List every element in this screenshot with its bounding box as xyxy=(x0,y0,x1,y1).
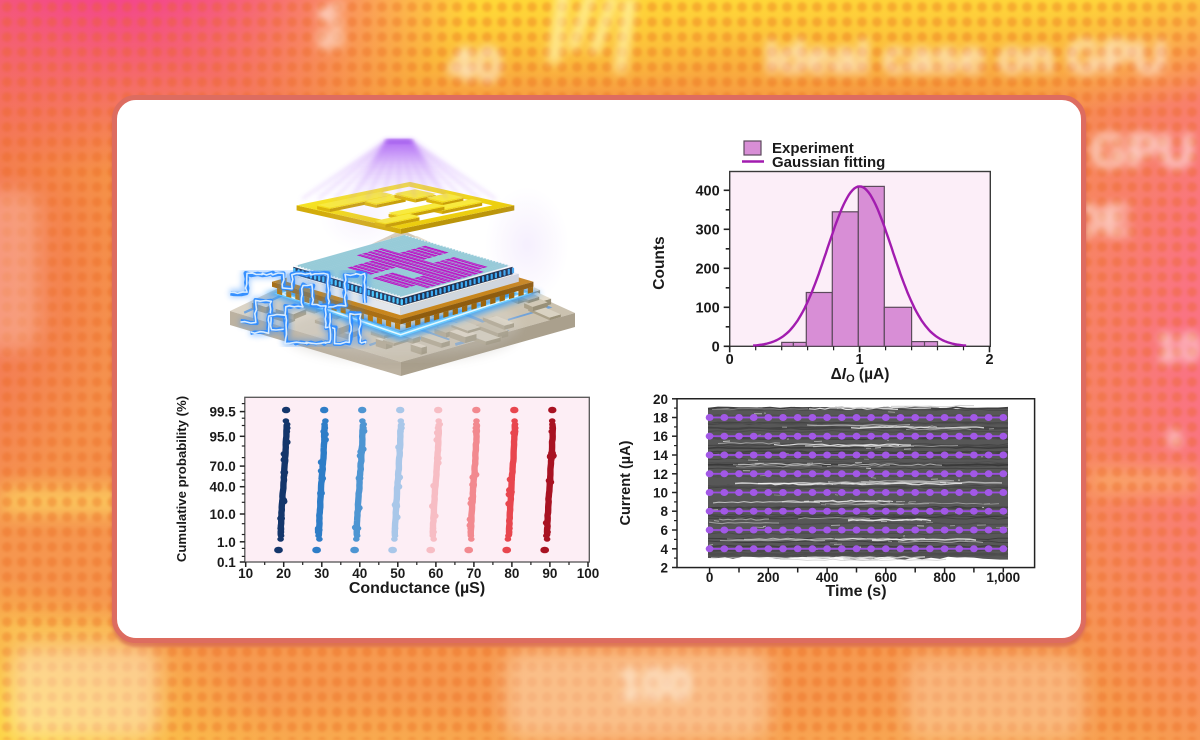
svg-text:0.1: 0.1 xyxy=(217,555,236,570)
svg-text:Gaussian fitting: Gaussian fitting xyxy=(772,154,885,171)
svg-text:Experiment: Experiment xyxy=(772,140,854,157)
svg-text:Counts: Counts xyxy=(651,236,668,289)
svg-text:20: 20 xyxy=(653,392,668,407)
svg-text:40.0: 40.0 xyxy=(210,480,236,495)
svg-text:14: 14 xyxy=(653,448,669,463)
svg-text:Current (µA): Current (µA) xyxy=(618,440,634,525)
svg-text:10.0: 10.0 xyxy=(210,507,236,522)
svg-text:Conductance (µS): Conductance (µS) xyxy=(349,580,485,597)
svg-text:10: 10 xyxy=(653,486,668,501)
svg-text:12: 12 xyxy=(653,467,668,482)
svg-text:300: 300 xyxy=(695,222,719,238)
svg-text:4: 4 xyxy=(660,542,668,557)
svg-text:800: 800 xyxy=(933,570,956,585)
svg-text:2: 2 xyxy=(660,561,668,576)
svg-text:0: 0 xyxy=(726,352,734,368)
svg-text:95.0: 95.0 xyxy=(210,429,236,444)
svg-text:200: 200 xyxy=(757,570,780,585)
svg-text:80: 80 xyxy=(504,566,519,581)
svg-text:1.0: 1.0 xyxy=(217,535,236,550)
svg-text:0: 0 xyxy=(706,570,714,585)
svg-text:70: 70 xyxy=(466,566,481,581)
svg-text:8: 8 xyxy=(660,504,668,519)
svg-text:2: 2 xyxy=(985,352,993,368)
svg-text:200: 200 xyxy=(695,261,719,277)
svg-text:ΔIO (µA): ΔIO (µA) xyxy=(831,366,890,385)
svg-text:10: 10 xyxy=(238,566,253,581)
svg-text:30: 30 xyxy=(314,566,329,581)
svg-text:Cumulative probability (%): Cumulative probability (%) xyxy=(174,396,189,562)
svg-text:90: 90 xyxy=(542,566,557,581)
svg-text:18: 18 xyxy=(653,411,669,426)
svg-text:100: 100 xyxy=(695,300,719,316)
svg-text:400: 400 xyxy=(816,570,839,585)
svg-text:1,000: 1,000 xyxy=(986,570,1020,585)
svg-text:60: 60 xyxy=(428,566,443,581)
svg-text:400: 400 xyxy=(695,183,719,199)
svg-text:Time (s): Time (s) xyxy=(825,583,886,600)
svg-text:600: 600 xyxy=(875,570,898,585)
svg-text:1: 1 xyxy=(856,352,864,368)
svg-text:99.5: 99.5 xyxy=(210,405,237,420)
svg-text:20: 20 xyxy=(276,566,291,581)
svg-text:40: 40 xyxy=(352,566,367,581)
svg-text:70.0: 70.0 xyxy=(210,459,236,474)
svg-text:100: 100 xyxy=(577,566,600,581)
svg-text:16: 16 xyxy=(653,429,669,444)
svg-text:6: 6 xyxy=(660,523,668,538)
svg-text:0: 0 xyxy=(712,339,720,355)
svg-text:50: 50 xyxy=(390,566,405,581)
